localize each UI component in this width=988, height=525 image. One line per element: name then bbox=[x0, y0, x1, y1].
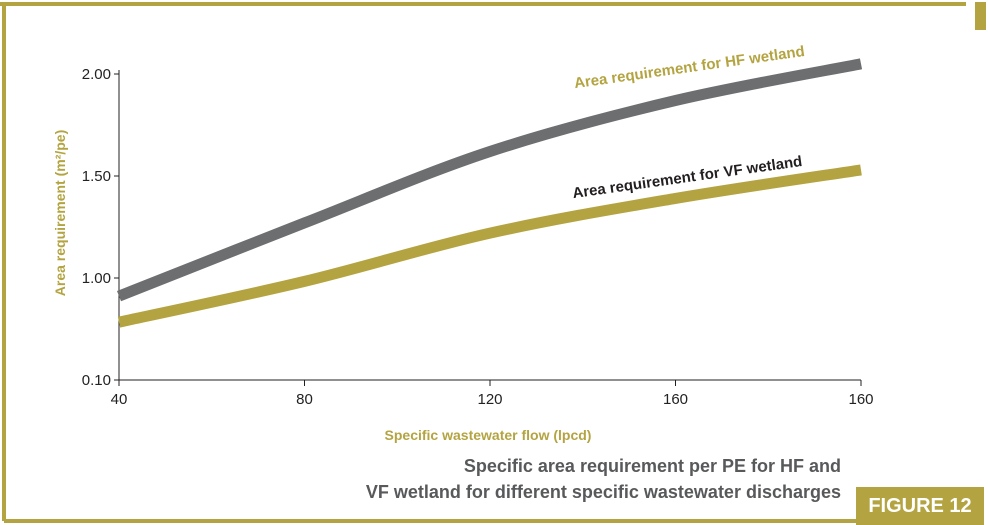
x-tick-label: 160 bbox=[848, 391, 873, 408]
y-tick-label: 2.00 bbox=[82, 66, 111, 83]
x-tick-label: 120 bbox=[477, 391, 502, 408]
frame-corner-tab bbox=[975, 2, 986, 30]
y-tick-label: 0.10 bbox=[82, 372, 111, 389]
x-axis-title: Specific wastewater flow (lpcd) bbox=[385, 427, 592, 443]
y-axis-title: Area requirement (m²/pe) bbox=[52, 130, 68, 296]
y-tick-label: 1.50 bbox=[82, 168, 111, 185]
chart-axes: 0.10 1.00 1.50 2.00 40 80 120 160 160 bbox=[82, 66, 874, 408]
figure-number-badge: FIGURE 12 bbox=[856, 487, 984, 525]
x-tick-label: 80 bbox=[296, 391, 313, 408]
caption-line-1: Specific area requirement per PE for HF … bbox=[463, 456, 841, 476]
series-layer bbox=[116, 58, 863, 328]
figure-caption: Specific area requirement per PE for HF … bbox=[281, 453, 841, 505]
caption-line-2: VF wetland for different specific wastew… bbox=[365, 482, 841, 502]
x-tick-label: 40 bbox=[111, 391, 128, 408]
vf-wetland-series-line bbox=[117, 164, 862, 328]
y-tick-label: 1.00 bbox=[82, 270, 111, 287]
hf-wetland-series-line bbox=[116, 58, 863, 302]
x-tick-label: 160 bbox=[663, 391, 688, 408]
